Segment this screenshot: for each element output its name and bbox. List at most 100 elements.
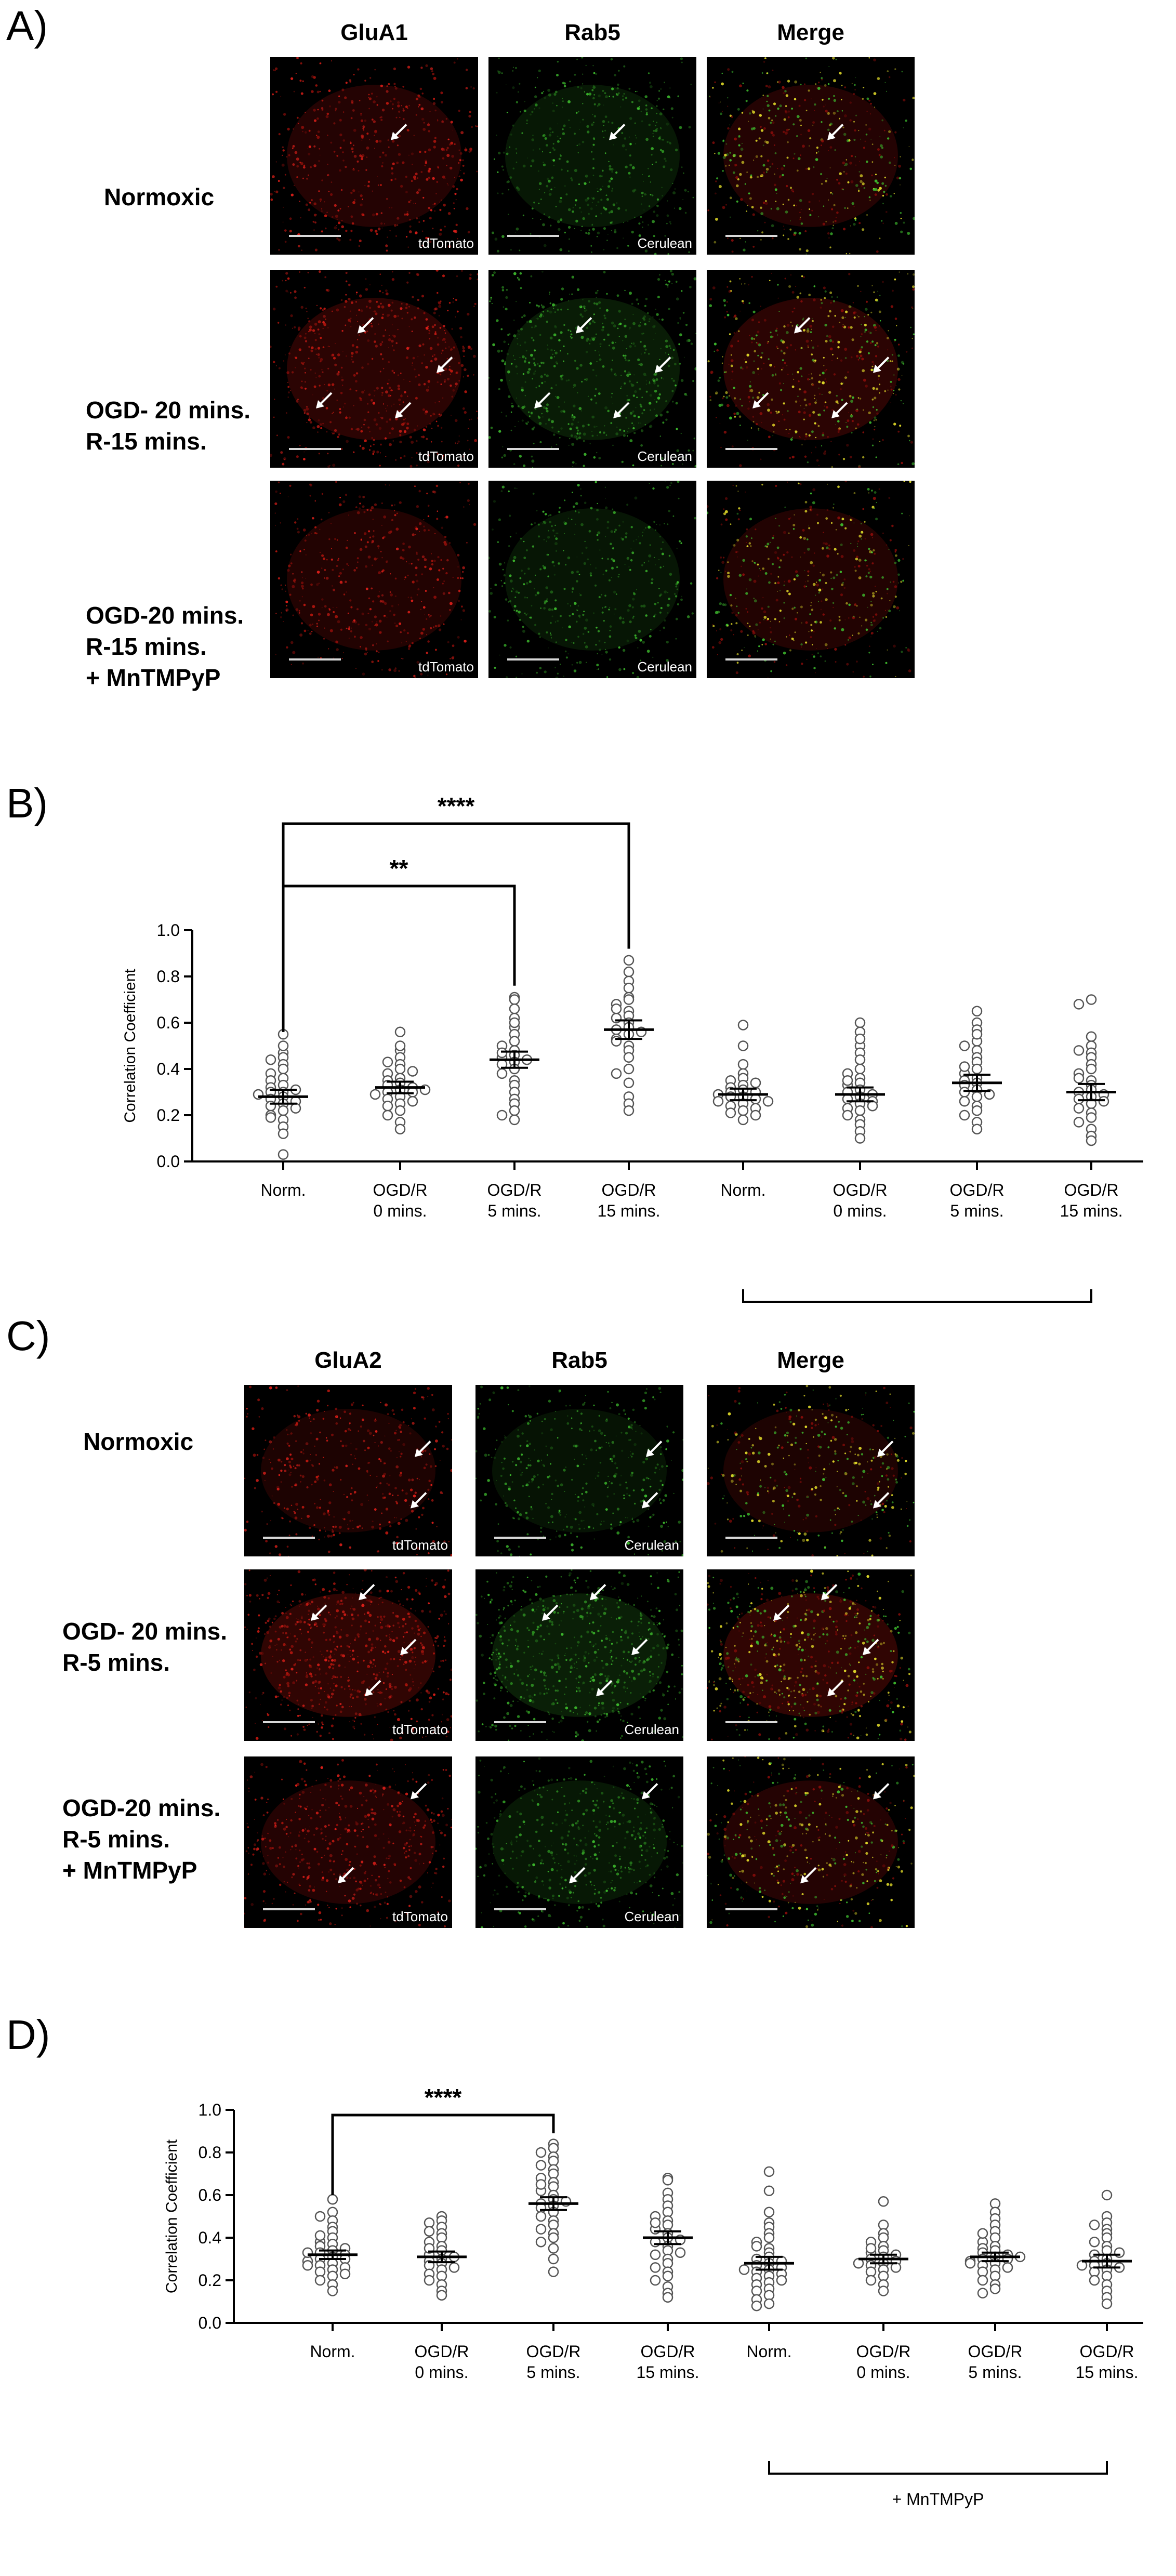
channel-label: tdTomato: [418, 235, 474, 252]
data-point: [978, 2261, 987, 2270]
data-point: [978, 2244, 987, 2253]
data-point: [510, 1013, 519, 1023]
data-point: [1102, 2218, 1112, 2227]
data-point: [1074, 1088, 1083, 1097]
data-point: [1090, 2250, 1099, 2260]
x-tick-label: 5 mins.: [950, 1201, 1003, 1220]
x-tick-label: 15 mins.: [637, 2363, 699, 2382]
data-point: [960, 1069, 969, 1078]
data-point: [1102, 2254, 1112, 2264]
scale-bar: [725, 1721, 777, 1723]
x-tick-label: 5 mins.: [968, 2363, 1022, 2382]
data-point: [855, 1074, 865, 1083]
gridA-tile-r1-red: tdTomato: [270, 57, 478, 255]
data-point: [624, 1011, 633, 1021]
data-point: [663, 2195, 672, 2204]
data-point: [425, 2244, 434, 2253]
data-point: [328, 2208, 337, 2217]
gridC-tile-r2-green-image: [475, 1569, 683, 1741]
data-point: [879, 2241, 888, 2251]
gridA-tile-r3-merge: [707, 481, 915, 678]
x-tick-label: 15 mins.: [1076, 2363, 1139, 2382]
data-point: [549, 2233, 558, 2242]
data-point: [1102, 2280, 1112, 2289]
data-point: [328, 2280, 337, 2289]
data-point: [752, 2280, 761, 2289]
scale-bar: [263, 1721, 315, 1723]
data-point: [1087, 1113, 1096, 1122]
data-point: [437, 2229, 446, 2238]
significance-bracket: [283, 824, 629, 1032]
data-point: [972, 1064, 982, 1074]
group-bracket: [743, 1289, 1091, 1302]
data-point: [1102, 2293, 1112, 2302]
data-point: [395, 1099, 405, 1108]
data-point: [764, 2229, 774, 2238]
data-point: [738, 1099, 748, 1108]
data-point: [536, 2161, 546, 2170]
data-point: [663, 2254, 672, 2264]
data-point: [843, 1104, 852, 1113]
y-tick-label: 0.0: [157, 1152, 180, 1171]
panel-a-col-title-3: Merge: [707, 20, 915, 46]
scale-bar: [289, 235, 341, 237]
data-point: [879, 2220, 888, 2229]
data-point: [315, 2231, 325, 2240]
data-point: [497, 1069, 507, 1078]
data-point: [777, 2269, 786, 2279]
data-point: [624, 1029, 633, 1039]
data-point: [279, 1088, 288, 1097]
data-point: [328, 2258, 337, 2268]
data-point: [713, 1097, 723, 1106]
data-point: [315, 2267, 325, 2277]
data-point: [549, 2165, 558, 2174]
data-point: [990, 2220, 1000, 2229]
data-point: [972, 1106, 982, 1115]
data-point: [1102, 2265, 1112, 2275]
data-point: [866, 2267, 876, 2277]
data-point: [726, 1076, 735, 1085]
data-point: [624, 1018, 633, 1027]
data-point: [972, 1046, 982, 1055]
data-point: [972, 1053, 982, 1062]
data-point: [676, 2235, 685, 2244]
x-tick-label: 0 mins.: [415, 2363, 468, 2382]
data-point: [549, 2208, 558, 2217]
data-point: [663, 2258, 672, 2268]
data-point: [879, 2265, 888, 2275]
data-point: [549, 2201, 558, 2211]
data-point: [291, 1104, 300, 1113]
data-point: [651, 2218, 660, 2227]
data-point: [383, 1080, 392, 1090]
data-point: [738, 1041, 748, 1051]
gridA-tile-r2-green: Cerulean: [488, 270, 696, 468]
gridC-tile-r1-green: Cerulean: [475, 1385, 683, 1556]
data-point: [1077, 2261, 1087, 2270]
data-point: [1102, 2271, 1112, 2281]
panel-b-letter: B): [6, 780, 48, 827]
data-point: [383, 1101, 392, 1111]
data-point: [1074, 1046, 1083, 1055]
data-point: [990, 2214, 1000, 2223]
data-point: [663, 2241, 672, 2251]
data-point: [279, 1053, 288, 1062]
gridA-tile-r1-green-image: [488, 57, 696, 255]
data-point: [510, 1076, 519, 1085]
data-point: [510, 1106, 519, 1115]
data-point: [395, 1078, 405, 1088]
data-point: [855, 1027, 865, 1037]
data-point: [549, 2190, 558, 2200]
data-point: [990, 2280, 1000, 2289]
data-point: [1102, 2229, 1112, 2238]
data-point: [960, 1088, 969, 1097]
data-point: [1087, 1092, 1096, 1101]
data-point: [855, 1055, 865, 1064]
data-point: [328, 2246, 337, 2255]
data-point: [383, 1088, 392, 1097]
data-point: [972, 1117, 982, 1127]
data-point: [266, 1088, 275, 1097]
data-point: [777, 2276, 786, 2285]
x-tick-label: 15 mins.: [598, 1201, 660, 1220]
data-point: [1115, 2263, 1124, 2272]
y-tick-label: 0.6: [199, 2186, 221, 2204]
